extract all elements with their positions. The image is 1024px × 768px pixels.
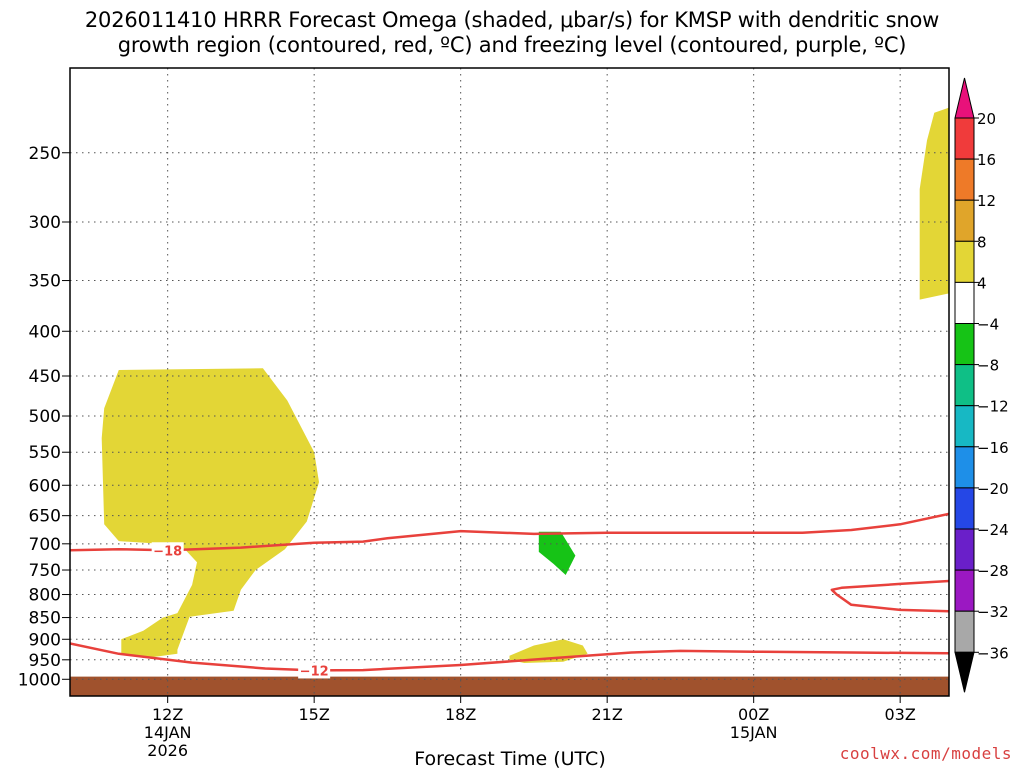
- colorbar-band: [954, 117, 975, 160]
- y-tick-label: 800: [29, 586, 61, 606]
- colorbar-label: 4: [977, 274, 987, 292]
- x-tick-date: 15JAN: [730, 723, 778, 742]
- colorbar-band: [954, 323, 975, 366]
- colorbar-band: [954, 281, 975, 324]
- colorbar-label: −24: [977, 521, 1009, 539]
- contour-labels: −18 −12: [151, 542, 331, 679]
- colorbar-label: −16: [977, 439, 1009, 457]
- contour-label: −12: [300, 664, 329, 679]
- colorbar: 20 16 12 8 4 −4 −8 −12 −16 −20 −24 −28 −32 −36: [954, 77, 1009, 693]
- contour-label: −18: [153, 544, 182, 559]
- y-tick-label: 600: [29, 476, 61, 496]
- y-axis: 2503003504004505005506006507007508008509…: [18, 144, 70, 690]
- colorbar-label: −20: [977, 480, 1009, 498]
- dgz-minus-12-right: [830, 579, 949, 613]
- y-tick-label: 500: [29, 407, 61, 427]
- y-tick-label: 250: [29, 144, 61, 164]
- colorbar-top-arrow: [954, 77, 975, 119]
- omega-shading: [101, 107, 949, 663]
- colorbar-label: −36: [977, 644, 1009, 662]
- x-tick-label: 21Z: [592, 705, 623, 724]
- colorbar-bottom-arrow: [954, 651, 975, 693]
- y-tick-label: 300: [29, 213, 61, 233]
- contour-label-bg: [298, 662, 331, 679]
- y-tick-label: 700: [29, 535, 61, 555]
- colorbar-band: [954, 199, 975, 242]
- colorbar-band: [954, 446, 975, 489]
- site-credit[interactable]: coolwx.com/models: [839, 744, 1012, 763]
- x-tick-label: 12Z: [152, 705, 183, 724]
- grid-lines: [70, 68, 949, 696]
- x-tick-label: 00Z: [738, 705, 769, 724]
- colorbar-label: −12: [977, 398, 1009, 416]
- colorbar-band: [954, 487, 975, 530]
- y-tick-label: 1000: [18, 670, 61, 690]
- y-tick-label: 950: [29, 651, 61, 671]
- y-tick-label: 750: [29, 561, 61, 581]
- colorbar-label: 20: [977, 110, 996, 128]
- dgz-minus-18: [70, 512, 949, 552]
- colorbar-label: −28: [977, 562, 1009, 580]
- colorbar-label: 12: [977, 192, 996, 210]
- omega-positive-upper: [919, 107, 949, 300]
- chart-title-line-2: growth region (contoured, red, ºC) and f…: [117, 33, 907, 57]
- colorbar-band: [954, 610, 975, 653]
- colorbar-band: [954, 240, 975, 283]
- colorbar-label: −8: [977, 357, 999, 375]
- colorbar-band: [954, 364, 975, 407]
- plot-frame: [69, 67, 950, 697]
- colorbar-label: 16: [977, 151, 996, 169]
- x-tick-label: 03Z: [885, 705, 916, 724]
- chart-title-line-1: 2026011410 HRRR Forecast Omega (shaded, …: [84, 8, 940, 32]
- y-tick-label: 900: [29, 630, 61, 650]
- y-tick-label: 650: [29, 507, 61, 527]
- y-tick-label: 350: [29, 272, 61, 292]
- y-tick-label: 400: [29, 322, 61, 342]
- omega-positive-midlevel: [101, 368, 319, 658]
- colorbar-label: −32: [977, 603, 1009, 621]
- x-tick-label: 15Z: [299, 705, 330, 724]
- colorbar-label: 8: [977, 233, 987, 251]
- dgz-minus-12-lower: [70, 642, 949, 672]
- ground-layer: [70, 676, 949, 696]
- x-tick-label: 18Z: [445, 705, 476, 724]
- colorbar-band: [954, 569, 975, 612]
- x-tick-date: 14JAN: [144, 723, 192, 742]
- contour-label-bg: [151, 542, 184, 559]
- omega-negative: [538, 531, 576, 575]
- colorbar-band: [954, 528, 975, 571]
- y-tick-label: 550: [29, 443, 61, 463]
- colorbar-band: [954, 405, 975, 448]
- colorbar-band: [954, 158, 975, 201]
- x-axis-label: Forecast Time (UTC): [414, 748, 605, 768]
- x-tick-year: 2026: [147, 741, 188, 760]
- y-tick-label: 850: [29, 609, 61, 629]
- dgz-contours: [70, 512, 949, 672]
- ground: [70, 676, 949, 696]
- colorbar-label: −4: [977, 316, 999, 334]
- y-tick-label: 450: [29, 367, 61, 387]
